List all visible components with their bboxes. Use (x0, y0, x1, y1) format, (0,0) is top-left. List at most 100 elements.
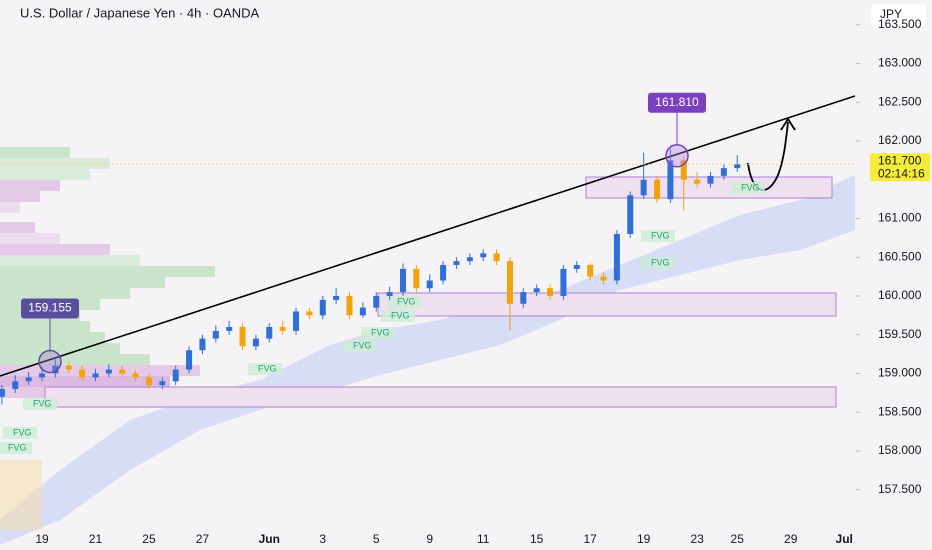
candle-body (399, 268, 406, 293)
fvg-label: FVG (13, 427, 32, 437)
x-tick-label: 29 (784, 532, 798, 546)
fvg-label: FVG (371, 327, 390, 337)
countdown-label: 02:14:16 (878, 166, 925, 180)
fvg-box (731, 182, 765, 194)
x-tick-label: 21 (89, 532, 103, 546)
annotation-label: 161.810 (655, 95, 699, 109)
fvg-label: FVG (8, 442, 27, 452)
candle-body (145, 377, 152, 386)
candle-body (480, 253, 487, 258)
candle-body (132, 373, 139, 378)
candle-body (346, 295, 353, 316)
fvg-box (641, 257, 675, 269)
candle-body (386, 292, 393, 296)
candle-body (547, 288, 554, 296)
fvg-label: FVG (651, 230, 670, 240)
candle-body (533, 288, 540, 293)
trend-line (0, 95, 856, 377)
x-tick-label: 11 (477, 532, 490, 546)
candle-body (493, 253, 500, 262)
candle-body (186, 350, 193, 370)
candle-body (506, 261, 513, 304)
x-tick-label: 9 (426, 532, 433, 546)
annotation-box (648, 92, 706, 113)
y-tick-label: 159.000 (878, 366, 922, 380)
candle-body (520, 292, 527, 304)
candle-body (694, 179, 701, 184)
y-tick-label: 158.000 (878, 443, 922, 457)
candle-body (293, 311, 300, 331)
arrow-head (780, 117, 796, 131)
last-price-label: 161.700 (878, 153, 922, 167)
candle-body (440, 265, 447, 281)
candle-body (212, 330, 219, 339)
candle-body (25, 377, 32, 382)
y-tick-label: 160.000 (878, 288, 922, 302)
y-tick-label: 162.500 (878, 94, 922, 108)
fvg-box (361, 327, 395, 339)
fvg-label: FVG (33, 398, 52, 408)
currency-label[interactable]: JPY (880, 7, 902, 21)
x-tick-label: 25 (142, 532, 156, 546)
candle-body (266, 326, 273, 339)
zone (44, 386, 837, 408)
fvg-label: FVG (353, 340, 372, 350)
chart-title: U.S. Dollar / Japanese Yen · 4h · OANDA (20, 5, 260, 20)
fvg-label: FVG (391, 310, 410, 320)
fvg-box (23, 398, 57, 410)
y-tick-label: 161.000 (878, 211, 922, 225)
candle-body (0, 388, 5, 397)
fvg-box (3, 427, 37, 439)
candle-body (119, 369, 126, 374)
candle-body (159, 381, 166, 386)
y-tick-label: 163.000 (878, 56, 922, 70)
candle-body (226, 326, 233, 331)
y-tick-label: 163.500 (878, 17, 922, 31)
candle-body (199, 338, 206, 351)
candle-body (65, 365, 72, 370)
candle-body (587, 265, 594, 277)
candle-body (720, 168, 727, 176)
fvg-box (248, 363, 282, 375)
annotation-point (665, 143, 689, 168)
candle-body (172, 369, 179, 382)
currency-button[interactable] (871, 4, 926, 26)
fvg-box (387, 296, 421, 308)
last-price-box (870, 153, 930, 182)
candle-body (654, 179, 661, 200)
fvg-label: FVG (741, 182, 760, 192)
candle-body (627, 195, 634, 235)
candle-body (680, 160, 687, 180)
x-tick-label: 17 (583, 532, 597, 546)
zone (377, 292, 837, 317)
fvg-box (381, 310, 415, 322)
candle-body (734, 164, 741, 169)
x-tick-label: 19 (35, 532, 49, 546)
candle-body (239, 326, 246, 347)
candle-body (466, 257, 473, 262)
candle-body (573, 265, 580, 269)
candle-body (52, 365, 59, 374)
candle-body (426, 280, 433, 289)
annotation-label: 159.155 (28, 301, 72, 315)
candle-body (667, 160, 674, 200)
fvg-label: FVG (397, 296, 416, 306)
x-tick-label: 19 (637, 532, 651, 546)
annotation-point (38, 349, 62, 374)
fvg-label: FVG (651, 257, 670, 267)
x-tick-label: 27 (196, 532, 210, 546)
candle-body (319, 299, 326, 316)
candle-body (306, 311, 313, 316)
candle-body (359, 307, 366, 316)
x-tick-label: 23 (690, 532, 704, 546)
y-tick-label: 158.500 (878, 404, 922, 418)
candle-body (413, 268, 420, 289)
x-tick-label: 5 (373, 532, 380, 546)
fvg-box (641, 230, 675, 242)
candle-body (333, 295, 340, 300)
x-tick-label: Jul (836, 532, 853, 546)
candle-body (92, 373, 99, 378)
candle-body (707, 175, 714, 184)
y-tick-label: 157.500 (878, 482, 922, 496)
